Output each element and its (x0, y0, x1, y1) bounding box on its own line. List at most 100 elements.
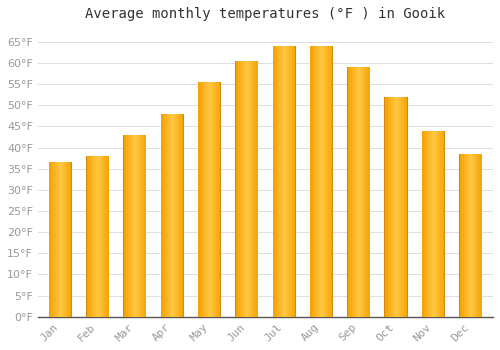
Bar (392, 97, 393, 317)
Bar (138, 135, 140, 317)
Bar (94, 156, 96, 317)
Bar (470, 154, 472, 317)
Bar (208, 82, 209, 317)
Bar (137, 135, 138, 317)
Bar (286, 46, 287, 317)
Bar (362, 67, 364, 317)
Bar (52, 162, 54, 317)
Bar (479, 154, 480, 317)
Bar (316, 46, 317, 317)
Bar (211, 82, 212, 317)
Bar (295, 46, 296, 317)
Bar (248, 61, 249, 317)
Bar (295, 46, 296, 317)
Bar (235, 61, 236, 317)
Bar (214, 82, 215, 317)
Bar (88, 156, 89, 317)
Bar (352, 67, 354, 317)
Bar (294, 46, 295, 317)
Bar (50, 162, 51, 317)
Bar (71, 162, 72, 317)
Bar (424, 131, 425, 317)
Bar (168, 114, 169, 317)
Bar (384, 97, 385, 317)
Bar (463, 154, 464, 317)
Bar (360, 67, 361, 317)
Bar (104, 156, 106, 317)
Bar (326, 46, 327, 317)
Bar (54, 162, 55, 317)
Bar (355, 67, 356, 317)
Bar (172, 114, 173, 317)
Bar (70, 162, 71, 317)
Bar (357, 67, 358, 317)
Bar (218, 82, 219, 317)
Bar (126, 135, 127, 317)
Bar (394, 97, 396, 317)
Title: Average monthly temperatures (°F ) in Gooik: Average monthly temperatures (°F ) in Go… (86, 7, 446, 21)
Bar (442, 131, 444, 317)
Bar (86, 156, 88, 317)
Bar (437, 131, 438, 317)
Bar (89, 156, 90, 317)
Bar (467, 154, 468, 317)
Bar (58, 162, 59, 317)
Bar (135, 135, 136, 317)
Bar (239, 61, 240, 317)
Bar (176, 114, 177, 317)
Bar (236, 61, 238, 317)
Bar (284, 46, 285, 317)
Bar (272, 46, 274, 317)
Bar (180, 114, 182, 317)
Bar (365, 67, 366, 317)
Bar (288, 46, 290, 317)
Bar (327, 46, 328, 317)
Bar (217, 82, 218, 317)
Bar (403, 97, 404, 317)
Bar (400, 97, 402, 317)
Bar (348, 67, 349, 317)
Bar (438, 131, 440, 317)
Bar (462, 154, 463, 317)
Bar (102, 156, 103, 317)
Bar (51, 162, 52, 317)
Bar (141, 135, 142, 317)
Bar (275, 46, 276, 317)
Bar (257, 61, 258, 317)
Bar (402, 97, 403, 317)
Bar (134, 135, 135, 317)
Bar (253, 61, 254, 317)
Bar (200, 82, 201, 317)
Bar (474, 154, 476, 317)
Bar (291, 46, 292, 317)
Bar (60, 162, 61, 317)
Bar (65, 162, 66, 317)
Bar (165, 114, 166, 317)
Bar (166, 114, 168, 317)
Bar (245, 61, 246, 317)
Bar (358, 67, 359, 317)
Bar (444, 131, 445, 317)
Bar (364, 67, 365, 317)
Bar (247, 61, 248, 317)
Bar (210, 82, 211, 317)
Bar (317, 46, 318, 317)
Bar (388, 97, 389, 317)
Bar (478, 154, 479, 317)
Bar (92, 156, 93, 317)
Bar (61, 162, 62, 317)
Bar (220, 82, 221, 317)
Bar (428, 131, 430, 317)
Bar (292, 46, 294, 317)
Bar (347, 67, 348, 317)
Bar (244, 61, 246, 317)
Bar (62, 162, 64, 317)
Bar (246, 61, 247, 317)
Bar (397, 97, 398, 317)
Bar (428, 131, 429, 317)
Bar (55, 162, 56, 317)
Bar (182, 114, 183, 317)
Bar (173, 114, 174, 317)
Bar (319, 46, 320, 317)
Bar (348, 67, 350, 317)
